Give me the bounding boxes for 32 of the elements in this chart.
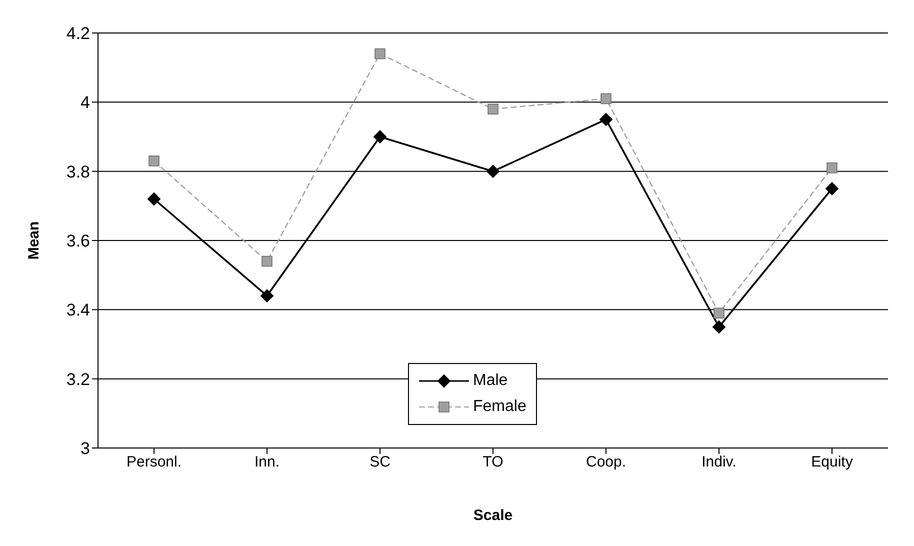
y-tick-label: 3.2 [66,370,90,389]
x-tick-label: Indiv. [702,454,736,471]
point [826,162,838,174]
point [374,130,386,144]
y-tick-label: 3.6 [66,232,90,251]
x-tick-label: SC [370,454,391,471]
point [374,48,386,60]
point [148,156,160,166]
point [714,308,724,319]
x-axis-title: Scale [473,507,513,524]
point [600,112,612,126]
x-tick-label: TO [482,454,504,471]
point [826,182,838,196]
y-tick-label: 3.8 [66,162,90,182]
y-tick-label: 4.2 [66,24,90,44]
point [486,164,500,178]
point [262,256,272,267]
x-tick-label: Inn. [254,454,280,471]
x-tick-label: Equity [811,454,854,471]
point [712,320,726,334]
point [148,192,160,206]
x-tick-label: Personl. [126,454,182,471]
y-tick-label: 3.4 [66,300,90,320]
y-tick-label: 3 [80,439,90,458]
x-tick-label: Coop. [586,454,626,471]
y-axis-title: Mean [25,221,42,260]
legend-label: Male [473,372,508,390]
point [488,104,498,114]
legend-label: Female [473,398,526,416]
point [260,289,274,302]
point [600,93,612,104]
y-tick-label: 4 [80,93,90,112]
